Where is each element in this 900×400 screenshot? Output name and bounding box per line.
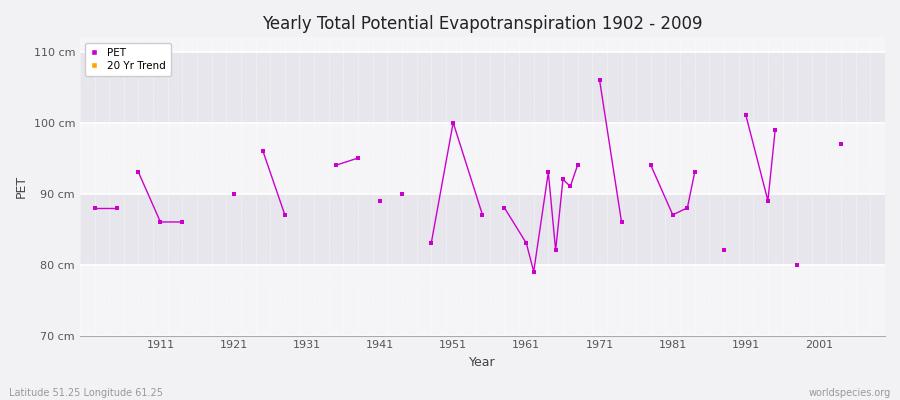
Point xyxy=(277,212,292,218)
Point xyxy=(790,261,805,268)
Point xyxy=(153,219,167,225)
Point xyxy=(571,162,585,168)
Title: Yearly Total Potential Evapotranspiration 1902 - 2009: Yearly Total Potential Evapotranspiratio… xyxy=(262,15,703,33)
Text: Latitude 51.25 Longitude 61.25: Latitude 51.25 Longitude 61.25 xyxy=(9,388,163,398)
X-axis label: Year: Year xyxy=(469,356,496,369)
Point xyxy=(644,162,658,168)
Bar xyxy=(80,264,885,336)
Text: worldspecies.org: worldspecies.org xyxy=(809,388,891,398)
Legend: PET, 20 Yr Trend: PET, 20 Yr Trend xyxy=(86,42,171,76)
Point xyxy=(526,268,541,275)
Point xyxy=(688,169,702,176)
Point xyxy=(556,176,571,182)
Point xyxy=(109,204,123,211)
Point xyxy=(131,169,146,176)
Point xyxy=(768,126,782,133)
Point xyxy=(373,198,387,204)
Point xyxy=(256,148,270,154)
Point xyxy=(760,198,775,204)
Bar xyxy=(80,52,885,122)
Point xyxy=(834,141,849,147)
Point xyxy=(328,162,343,168)
Point xyxy=(497,204,511,211)
Point xyxy=(519,240,534,246)
Point xyxy=(739,112,753,119)
Point xyxy=(548,247,562,254)
Bar xyxy=(80,122,885,194)
Y-axis label: PET: PET xyxy=(15,175,28,198)
Point xyxy=(541,169,555,176)
Point xyxy=(475,212,490,218)
Point xyxy=(87,204,102,211)
Point xyxy=(680,204,695,211)
Point xyxy=(424,240,438,246)
Point xyxy=(615,219,629,225)
Point xyxy=(563,183,578,190)
Point xyxy=(446,119,461,126)
Bar xyxy=(80,37,885,52)
Bar xyxy=(80,194,885,264)
Point xyxy=(716,247,731,254)
Point xyxy=(395,190,410,197)
Point xyxy=(592,77,607,83)
Point xyxy=(666,212,680,218)
Point xyxy=(176,219,190,225)
Point xyxy=(351,155,365,161)
Point xyxy=(227,190,241,197)
